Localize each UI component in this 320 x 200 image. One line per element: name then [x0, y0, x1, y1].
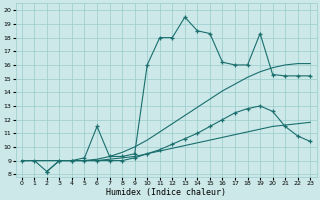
X-axis label: Humidex (Indice chaleur): Humidex (Indice chaleur) [106, 188, 226, 197]
